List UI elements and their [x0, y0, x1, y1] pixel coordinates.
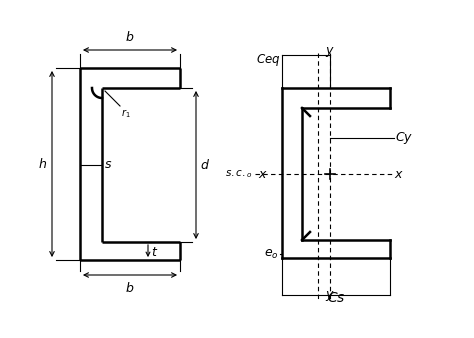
Text: $t$: $t$	[151, 246, 158, 260]
Text: $Cs$: $Cs$	[327, 291, 346, 305]
Text: $e_o$: $e_o$	[264, 247, 279, 261]
Text: $x$: $x$	[394, 168, 404, 180]
Text: $y$: $y$	[325, 45, 335, 59]
Text: $s.c._o$: $s.c._o$	[225, 168, 253, 180]
Text: $Ceq$: $Ceq$	[255, 52, 280, 68]
Text: $d$: $d$	[200, 158, 210, 172]
Text: $b$: $b$	[125, 281, 135, 295]
Text: $x$: $x$	[258, 168, 268, 180]
Text: $y$: $y$	[325, 289, 335, 303]
Text: $b$: $b$	[125, 30, 135, 44]
Text: $h$: $h$	[38, 157, 47, 171]
Text: $Cy$: $Cy$	[395, 130, 413, 146]
Text: $s$: $s$	[104, 159, 112, 171]
Text: $r_1$: $r_1$	[121, 107, 131, 120]
